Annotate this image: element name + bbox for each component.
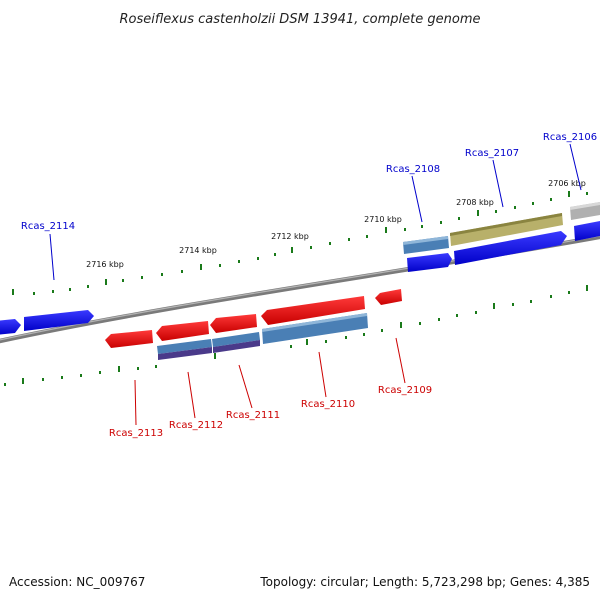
gene-block[interactable] xyxy=(213,340,260,353)
gene-label-rcas-2106[interactable]: Rcas_2106 xyxy=(543,132,597,143)
gene-label-rcas-2107[interactable]: Rcas_2107 xyxy=(465,148,519,159)
scale-label-2708: 2708 kbp xyxy=(456,198,494,207)
scale-label-2706: 2706 kbp xyxy=(548,179,586,188)
gene-block[interactable] xyxy=(212,332,260,347)
gene-label-rcas-2108[interactable]: Rcas_2108 xyxy=(386,164,440,175)
accession-label: Accession: NC_009767 xyxy=(9,575,145,589)
gene-arrow[interactable] xyxy=(407,253,452,272)
gene-label-rcas-2112[interactable]: Rcas_2112 xyxy=(169,420,223,431)
gene-label-rcas-2111[interactable]: Rcas_2111 xyxy=(226,410,280,421)
gene-arrow[interactable] xyxy=(261,296,365,325)
gene-block[interactable] xyxy=(262,313,368,344)
gene-arrow[interactable] xyxy=(156,321,209,341)
topology-label: Topology: circular; Length: 5,723,298 bp… xyxy=(259,575,590,589)
gene-arrow[interactable] xyxy=(574,221,600,241)
label-leaders xyxy=(49,143,582,426)
gene-label-rcas-2110[interactable]: Rcas_2110 xyxy=(301,399,355,410)
gene-label-rcas-2114[interactable]: Rcas_2114 xyxy=(21,221,75,232)
scale-label-2712: 2712 kbp xyxy=(271,232,309,241)
top-scale-ticks xyxy=(12,191,588,295)
gene-block[interactable] xyxy=(450,213,563,246)
gene-arrow[interactable] xyxy=(0,319,21,335)
scale-label-2714: 2714 kbp xyxy=(179,246,217,255)
gene-arrow[interactable] xyxy=(210,314,257,333)
reverse-genes xyxy=(105,289,402,360)
bottom-scale-ticks xyxy=(4,285,588,386)
gene-arrow[interactable] xyxy=(105,330,153,348)
gene-arrow[interactable] xyxy=(24,310,94,331)
gene-block[interactable] xyxy=(157,339,212,354)
gene-block[interactable] xyxy=(158,347,212,360)
forward-genes xyxy=(0,202,600,335)
gene-arrow[interactable] xyxy=(375,289,402,305)
map-title: Roseiflexus castenholzii DSM 13941, comp… xyxy=(120,12,481,27)
scale-label-2710: 2710 kbp xyxy=(364,215,402,224)
gene-label-rcas-2109[interactable]: Rcas_2109 xyxy=(378,385,432,396)
gene-label-rcas-2113[interactable]: Rcas_2113 xyxy=(109,428,163,439)
gene-arrow[interactable] xyxy=(454,231,567,265)
scale-label-2716: 2716 kbp xyxy=(86,260,124,269)
